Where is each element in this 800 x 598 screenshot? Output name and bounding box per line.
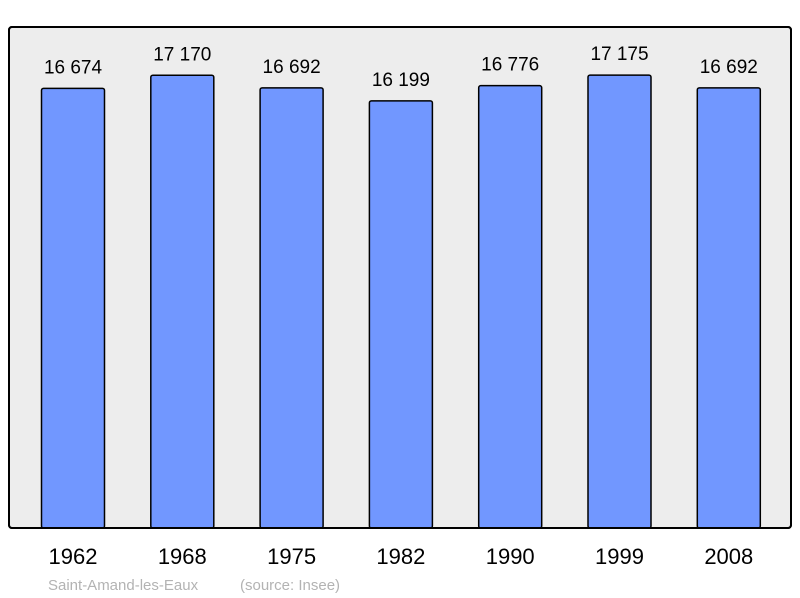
x-tick-label-1968: 1968	[158, 544, 207, 569]
value-label-1968: 17 170	[153, 44, 211, 65]
caption-place: Saint-Amand-les-Eaux	[48, 577, 199, 594]
labels-group: 16 674 1962 17 170 1968 16 692 1975 16 199 1982…	[44, 44, 758, 569]
bar-2008	[696, 87, 762, 529]
x-tick-label-1975: 1975	[267, 544, 316, 569]
x-tick-label-1990: 1990	[486, 544, 535, 569]
value-label-1962: 16 674	[44, 57, 103, 78]
bar-1968	[150, 74, 215, 529]
caption-source: (source: Insee)	[240, 577, 340, 594]
bars-group	[40, 74, 762, 529]
bar-1999	[587, 74, 652, 529]
bar-1975	[259, 87, 324, 529]
value-label-1999: 17 175	[590, 44, 648, 65]
bar-1962	[40, 87, 106, 529]
x-tick-label-1999: 1999	[595, 544, 644, 569]
bar-1990	[477, 84, 543, 529]
value-label-2008: 16 692	[700, 57, 758, 78]
value-label-1982: 16 199	[372, 70, 430, 91]
x-tick-label-1962: 1962	[49, 544, 98, 569]
x-tick-label-2008: 2008	[704, 544, 753, 569]
x-tick-label-1982: 1982	[376, 544, 425, 569]
bar-1982	[368, 100, 434, 529]
plot-frame	[8, 26, 792, 529]
value-label-1990: 16 776	[481, 55, 539, 76]
value-label-1975: 16 692	[263, 57, 321, 78]
